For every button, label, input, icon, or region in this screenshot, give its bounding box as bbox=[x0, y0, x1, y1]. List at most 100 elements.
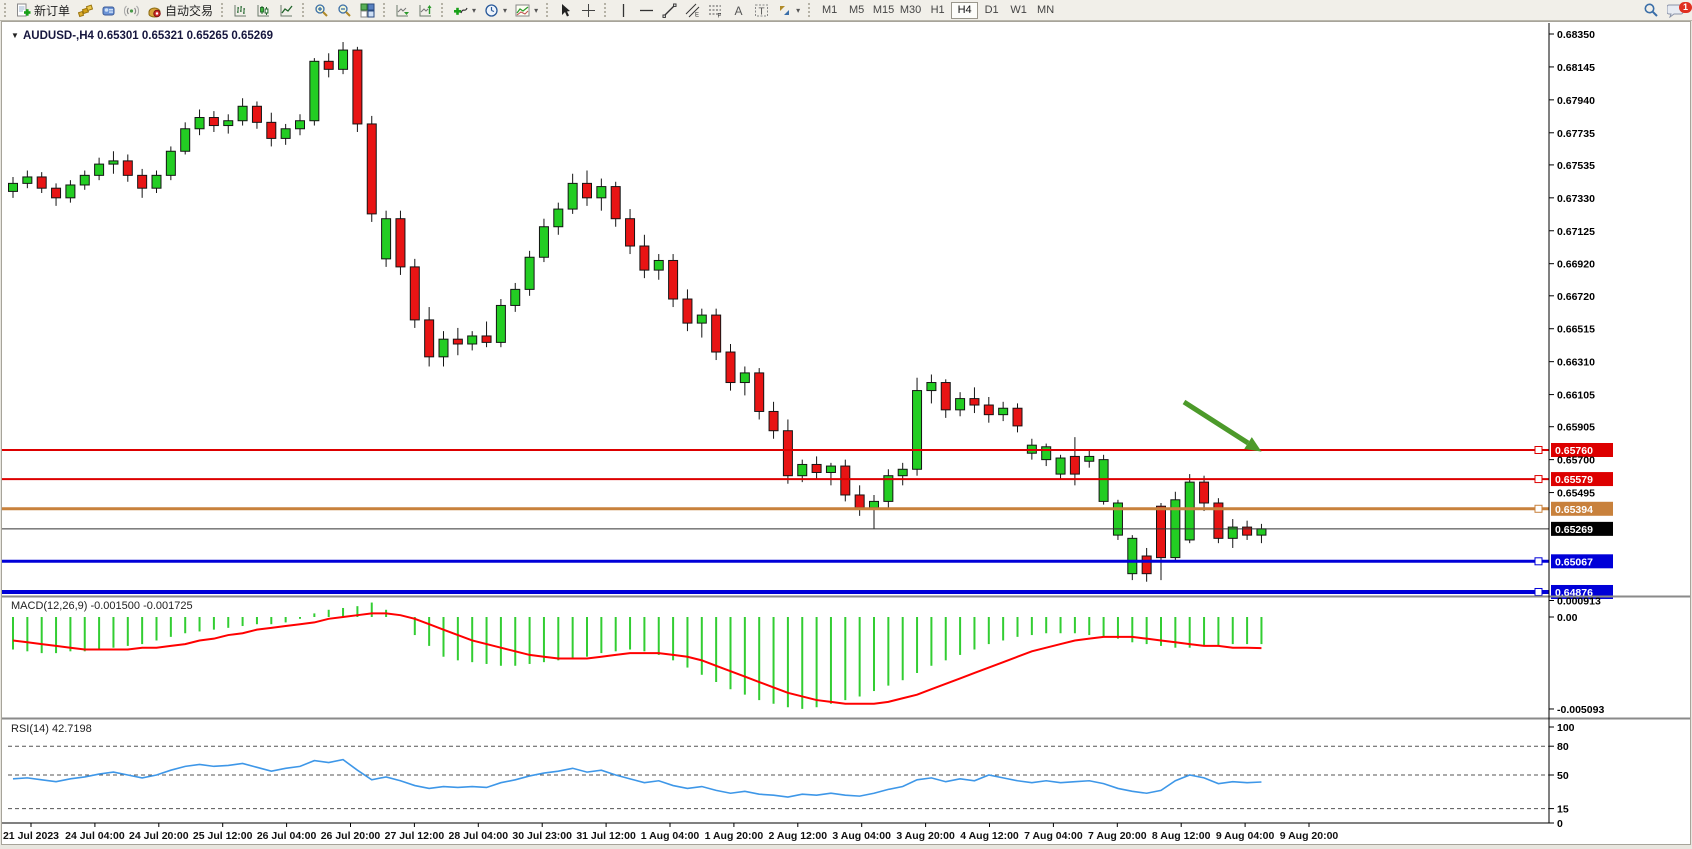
tile-windows-button[interactable] bbox=[356, 1, 379, 19]
rsi-axis-tick: 15 bbox=[1557, 804, 1569, 816]
timeframe-button-h1[interactable]: H1 bbox=[924, 2, 951, 19]
time-axis-label: 21 Jul 2023 bbox=[3, 830, 59, 842]
line-chart-button[interactable] bbox=[275, 1, 298, 19]
text-label-icon: T bbox=[754, 3, 769, 18]
indicators-button[interactable] bbox=[449, 1, 480, 19]
hline-anchor bbox=[1534, 445, 1543, 454]
autotrading-button[interactable]: 自动交易 bbox=[143, 1, 217, 19]
dropdown-caret-icon bbox=[503, 6, 507, 15]
chart-title: AUDUSD-,H4 0.65301 0.65321 0.65265 0.652… bbox=[23, 30, 273, 42]
price-axis-tick: 0.67735 bbox=[1557, 128, 1595, 140]
candle-up bbox=[653, 259, 664, 271]
timeframe-button-m1[interactable]: M1 bbox=[816, 2, 843, 19]
candle-down bbox=[409, 266, 420, 321]
candle-down bbox=[768, 410, 779, 432]
hline-price-label: 0.65067 bbox=[1555, 556, 1593, 568]
candle-down bbox=[725, 351, 736, 384]
candle-up bbox=[165, 150, 176, 176]
periods-button[interactable] bbox=[480, 1, 511, 19]
candle-down bbox=[854, 494, 865, 509]
candle-down bbox=[983, 404, 994, 416]
toolbar-grip bbox=[808, 3, 814, 17]
price-label-bg bbox=[1551, 442, 1613, 457]
candle-up bbox=[237, 105, 248, 122]
candle-up bbox=[467, 335, 478, 345]
macd-axis-tick: -0.005093 bbox=[1557, 704, 1604, 716]
fibonacci-button[interactable]: F bbox=[704, 1, 727, 19]
crosshair-button[interactable] bbox=[577, 1, 600, 19]
zoom-in-button[interactable] bbox=[310, 1, 333, 19]
signal-icon bbox=[124, 3, 140, 18]
new-order-label: 新订单 bbox=[34, 3, 71, 18]
text-button[interactable]: A bbox=[727, 1, 750, 19]
search-icon bbox=[1643, 2, 1659, 18]
candle-up bbox=[438, 338, 449, 358]
timeframe-button-w1[interactable]: W1 bbox=[1005, 2, 1032, 19]
cursor-button[interactable] bbox=[554, 1, 577, 19]
hline-price-label: 0.65579 bbox=[1555, 474, 1593, 486]
timeframe-button-m30[interactable]: M30 bbox=[897, 2, 924, 19]
trendline-button[interactable] bbox=[658, 1, 681, 19]
chart-shift-button[interactable] bbox=[414, 1, 437, 19]
symbol-dropdown-icon[interactable]: ▼ bbox=[11, 31, 19, 40]
trade-group: 新订单 自动交易 bbox=[12, 0, 217, 20]
indicators-icon bbox=[453, 3, 468, 18]
arrows-button[interactable] bbox=[773, 1, 804, 19]
candle-down bbox=[323, 60, 334, 70]
candle-up bbox=[596, 186, 607, 199]
hline-anchor bbox=[1534, 475, 1543, 484]
candle-up bbox=[495, 304, 506, 343]
line-chart-icon bbox=[279, 3, 294, 18]
cursor-group bbox=[554, 0, 600, 20]
candle-down bbox=[481, 335, 492, 343]
autotrading-label: 自动交易 bbox=[165, 3, 214, 18]
candle-up bbox=[1227, 526, 1238, 539]
candle-up bbox=[1098, 459, 1109, 502]
market-watch-button[interactable] bbox=[74, 1, 97, 19]
candle-up bbox=[926, 382, 937, 392]
price-axis-tick: 0.66105 bbox=[1557, 390, 1595, 402]
timeframe-group: M1 M5 M15 M30 H1 H4 D1 W1 MN bbox=[816, 0, 1059, 20]
price-axis-tick: 0.67535 bbox=[1557, 160, 1595, 172]
timeframe-button-m5[interactable]: M5 bbox=[843, 2, 870, 19]
candle-up bbox=[180, 128, 191, 152]
auto-scroll-icon bbox=[395, 3, 410, 18]
timeframe-button-mn[interactable]: MN bbox=[1032, 2, 1059, 19]
timeframe-button-d1[interactable]: D1 bbox=[978, 2, 1005, 19]
price-axis-tick: 0.66920 bbox=[1557, 259, 1595, 271]
candle-down bbox=[1213, 502, 1224, 539]
hline-anchor bbox=[1534, 504, 1543, 513]
macd-label: MACD(12,26,9) -0.001500 -0.001725 bbox=[11, 600, 193, 612]
candle-up bbox=[869, 500, 879, 509]
time-axis-label: 8 Aug 12:00 bbox=[1152, 830, 1211, 842]
auto-scroll-button[interactable] bbox=[391, 1, 414, 19]
time-axis-label: 31 Jul 12:00 bbox=[576, 830, 636, 842]
zoom-out-button[interactable] bbox=[333, 1, 356, 19]
zoom-in-icon bbox=[314, 3, 329, 18]
svg-text:F: F bbox=[718, 13, 722, 18]
vertical-line-button[interactable] bbox=[612, 1, 635, 19]
price-axis-tick: 0.67330 bbox=[1557, 193, 1595, 205]
equidistant-channel-button[interactable]: E bbox=[681, 1, 704, 19]
chart-window[interactable]: 0.65760 0.65579 0.65394 0.65067 0.64876 0.652… bbox=[1, 21, 1691, 845]
candle-down bbox=[208, 117, 219, 127]
search-button[interactable] bbox=[1639, 1, 1663, 19]
bar-chart-button[interactable] bbox=[229, 1, 252, 19]
horizontal-line-button[interactable] bbox=[635, 1, 658, 19]
toolbar-grip bbox=[302, 3, 308, 17]
svg-text:A: A bbox=[735, 4, 743, 18]
candle-down bbox=[1156, 505, 1166, 559]
autotrading-icon bbox=[147, 3, 162, 18]
time-axis-label: 24 Jul 04:00 bbox=[65, 830, 125, 842]
templates-button[interactable] bbox=[511, 1, 542, 19]
timeframe-button-h4[interactable]: H4 bbox=[951, 1, 979, 19]
new-order-button[interactable]: 新订单 bbox=[12, 1, 74, 19]
timeframe-button-m15[interactable]: M15 bbox=[870, 2, 897, 19]
price-chart[interactable]: 0.657600.655790.653940.650670.648760.652… bbox=[1, 22, 1690, 844]
candle-up bbox=[912, 390, 923, 470]
dropdown-caret-icon bbox=[796, 6, 800, 15]
candlestick-chart-button[interactable] bbox=[252, 1, 275, 19]
data-window-button[interactable] bbox=[97, 1, 120, 19]
text-label-button[interactable]: T bbox=[750, 1, 773, 19]
signals-button[interactable] bbox=[120, 1, 143, 19]
